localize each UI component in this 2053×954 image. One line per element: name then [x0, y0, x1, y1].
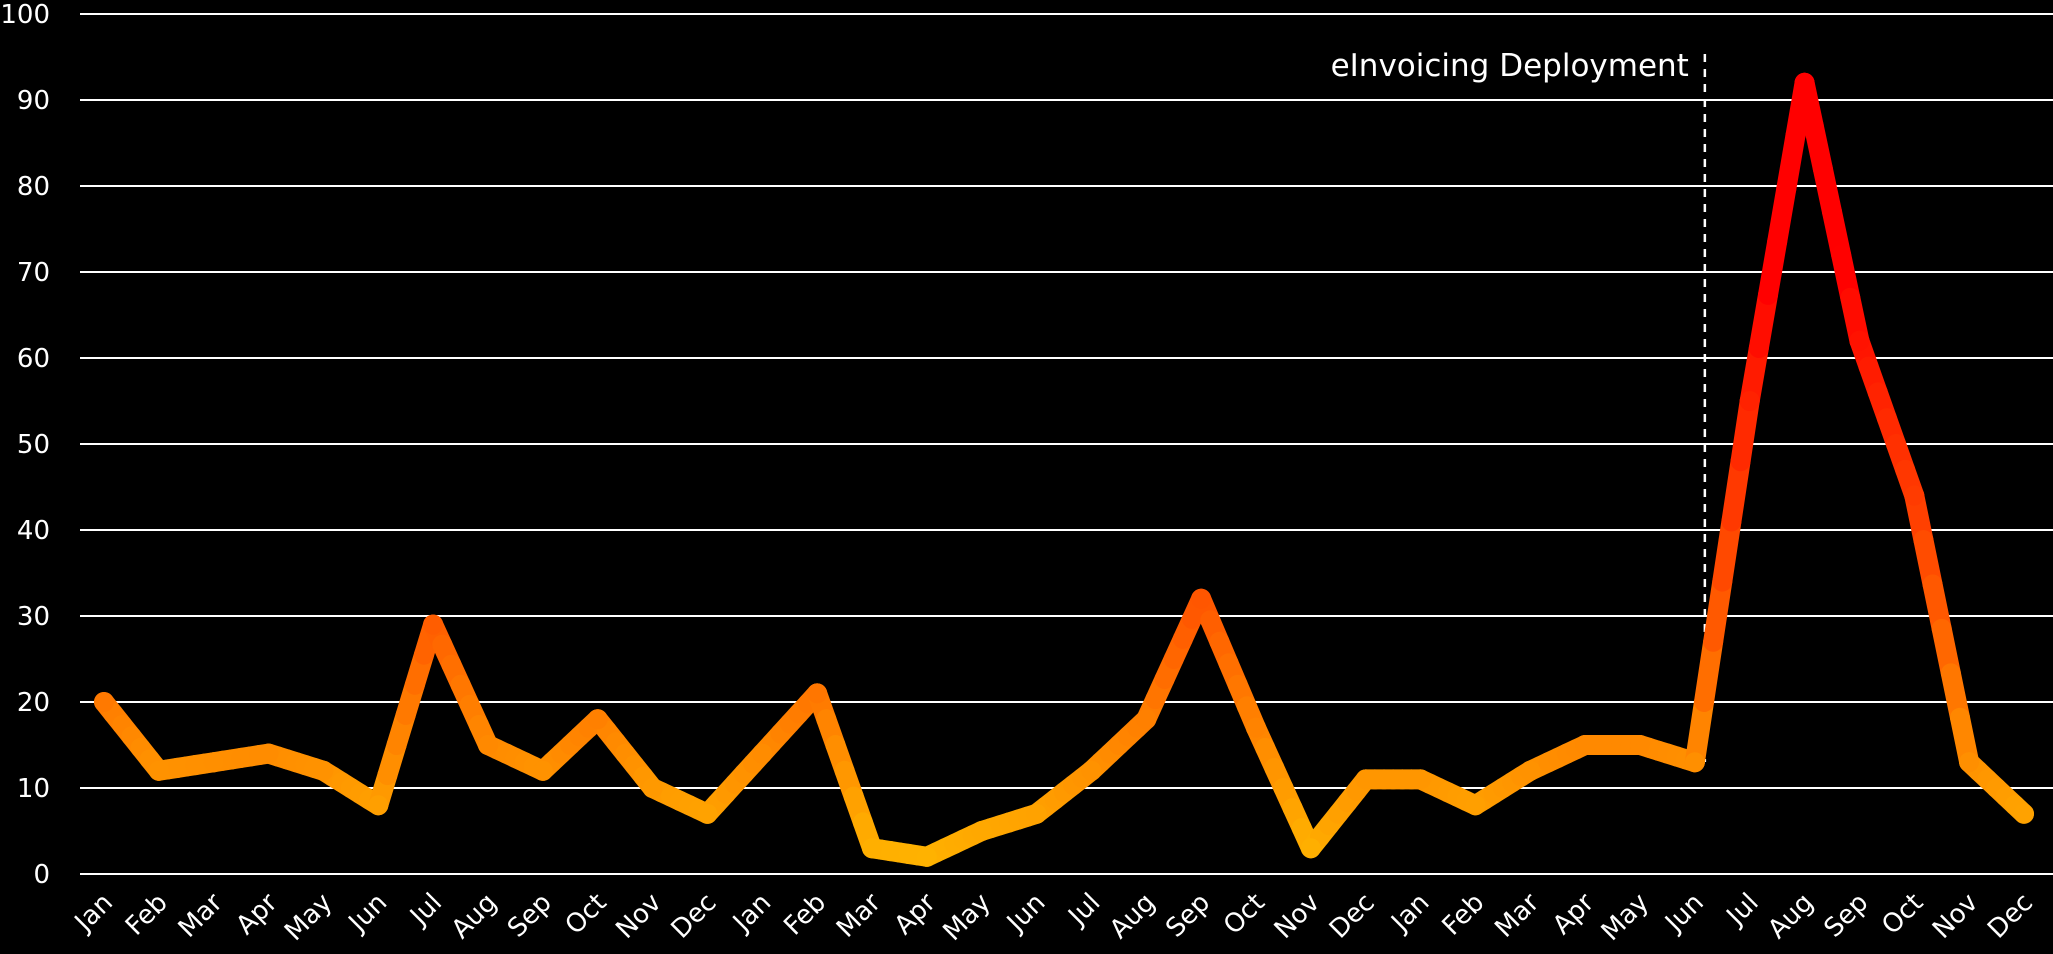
x-tick-label: Jul — [1062, 888, 1107, 933]
data-point — [971, 821, 992, 841]
x-tick-label: Mar — [173, 888, 229, 944]
data-point — [1520, 760, 1541, 781]
x-tick-label: Feb — [120, 888, 174, 942]
y-tick-label: 20 — [17, 688, 50, 718]
data-point — [1684, 752, 1705, 773]
y-tick-label: 50 — [17, 430, 50, 460]
data-point — [1794, 72, 1815, 93]
x-tick-label: Jul — [403, 888, 448, 933]
series-line-segment — [1712, 511, 1742, 592]
x-tick-label: Sep — [502, 888, 558, 944]
data-point — [1904, 485, 1925, 506]
y-tick-label: 80 — [17, 172, 50, 202]
series-line — [94, 72, 2034, 867]
data-point — [1026, 803, 1047, 824]
data-point — [368, 795, 389, 816]
x-tick-label: Nov — [610, 888, 667, 945]
x-tick-label: Oct — [1876, 888, 1929, 941]
x-tick-label: Apr — [1547, 888, 1600, 941]
data-point — [1081, 760, 1102, 781]
annotations: eInvoicing Deployment — [1331, 48, 1707, 762]
series-line-segment — [1730, 391, 1760, 472]
data-point — [1465, 795, 1486, 816]
data-point — [532, 760, 553, 781]
x-tick-label: Dec — [1324, 888, 1381, 945]
x-tick-label: Mar — [831, 888, 887, 944]
x-tick-label: Jun — [342, 888, 393, 939]
series-line-segment — [1703, 571, 1733, 652]
data-point — [258, 743, 279, 764]
x-tick-label: Sep — [1160, 888, 1216, 944]
data-point — [1246, 717, 1266, 738]
series-line-segment — [1694, 631, 1724, 712]
y-tick-label: 40 — [17, 516, 50, 546]
data-point — [313, 760, 334, 781]
x-tick-label: Jan — [68, 888, 119, 939]
data-point — [148, 760, 169, 781]
x-tick-label: Aug — [1104, 888, 1161, 945]
x-tick-label: Sep — [1819, 888, 1875, 944]
data-point — [1630, 735, 1650, 755]
x-tick-label: Dec — [1982, 888, 2039, 945]
grid-lines — [80, 13, 2053, 875]
data-point — [1959, 752, 1980, 773]
data-point — [1849, 330, 1870, 351]
series-line-segment — [1721, 451, 1751, 532]
data-point — [203, 752, 224, 773]
x-tick-label: Jun — [1658, 888, 1709, 939]
x-tick-label: May — [279, 888, 338, 947]
data-point — [752, 743, 773, 764]
data-point — [916, 846, 937, 867]
data-point — [1300, 838, 1321, 859]
data-point — [1136, 709, 1157, 730]
x-tick-label: Jun — [1000, 888, 1051, 939]
data-point — [697, 803, 718, 824]
x-tick-label: Aug — [1762, 888, 1819, 945]
data-point — [1191, 588, 1212, 609]
data-point — [478, 735, 498, 755]
data-point — [642, 778, 663, 798]
x-tick-label: Oct — [560, 888, 613, 941]
y-tick-label: 90 — [17, 86, 50, 116]
data-point — [807, 683, 828, 704]
x-tick-label: Feb — [778, 888, 832, 942]
data-point — [2014, 803, 2034, 824]
data-point — [1410, 769, 1431, 790]
x-tick-label: Mar — [1489, 888, 1545, 944]
x-tick-label: Feb — [1437, 888, 1491, 942]
y-tick-label: 70 — [17, 258, 50, 288]
x-tick-label: Jan — [726, 888, 777, 939]
x-tick-label: Jul — [1720, 888, 1765, 933]
x-tick-label: Dec — [666, 888, 723, 945]
data-point — [423, 614, 444, 635]
y-tick-label: 30 — [17, 602, 50, 632]
series-line-segment — [1684, 692, 1714, 773]
x-tick-label: May — [937, 888, 996, 947]
y-tick-label: 60 — [17, 344, 50, 374]
data-point — [862, 838, 882, 859]
y-tick-label: 100 — [0, 0, 50, 30]
data-point — [587, 709, 608, 730]
x-tick-label: May — [1596, 888, 1655, 947]
deployment-marker-label: eInvoicing Deployment — [1331, 48, 1689, 84]
x-tick-label: Aug — [446, 888, 503, 945]
x-tick-label: Apr — [230, 888, 283, 941]
data-point — [94, 692, 114, 712]
x-tick-label: Oct — [1218, 888, 1271, 941]
data-point — [1355, 769, 1376, 790]
x-tick-label: Nov — [1269, 888, 1326, 945]
data-point — [1739, 391, 1760, 411]
data-point — [1575, 735, 1596, 755]
y-axis-ticks: 0 10 20 30 40 50 60 70 80 90 100 — [0, 0, 50, 890]
x-tick-label: Nov — [1927, 888, 1984, 945]
x-tick-label: Jan — [1385, 888, 1436, 939]
y-tick-label: 10 — [17, 774, 50, 804]
y-tick-label: 0 — [33, 860, 50, 890]
x-tick-label: Apr — [889, 888, 942, 941]
